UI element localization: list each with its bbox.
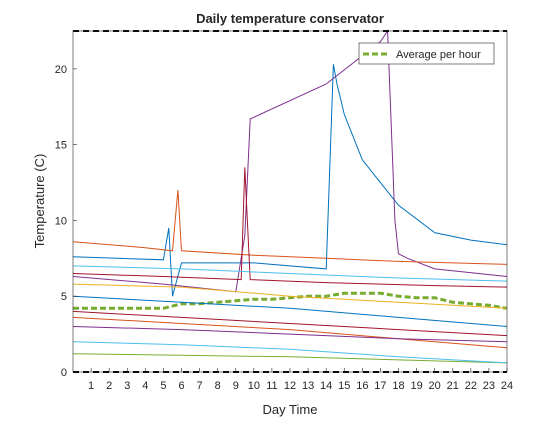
y-tick-label: 0 xyxy=(61,367,67,379)
y-tick-label: 10 xyxy=(55,215,67,227)
y-tick-label: 15 xyxy=(55,140,67,152)
x-tick-label: 15 xyxy=(338,380,350,392)
x-tick-label: 18 xyxy=(392,380,404,392)
series-line-11 xyxy=(72,326,508,343)
x-tick-label: 10 xyxy=(248,380,260,392)
y-tick-label: 20 xyxy=(55,64,67,76)
x-tick-label: 14 xyxy=(320,380,332,392)
x-tick-label: 3 xyxy=(124,380,130,392)
x-tick-label: 7 xyxy=(197,380,203,392)
x-tick-label: 20 xyxy=(429,380,441,392)
series-line-12 xyxy=(72,341,508,364)
x-tick-label: 23 xyxy=(483,380,495,392)
series-line-3 xyxy=(72,29,508,293)
x-axis: 1 2 3 4 5 6 7 8 9 10 11 12 13 14 15 16 17 18 19 20 21 22 23 24 xyxy=(88,368,513,392)
x-axis-label: Day Time xyxy=(263,402,318,417)
x-tick-label: 8 xyxy=(215,380,221,392)
y-axis-label: Temperature (C) xyxy=(32,154,47,249)
legend-label-average: Average per hour xyxy=(396,49,481,61)
x-tick-label: 13 xyxy=(302,380,314,392)
x-tick-label: 19 xyxy=(410,380,422,392)
x-tick-label: 5 xyxy=(160,380,166,392)
series-line-2 xyxy=(72,64,508,297)
x-tick-label: 12 xyxy=(284,380,296,392)
x-tick-label: 11 xyxy=(266,380,277,392)
series-line-8 xyxy=(72,295,508,327)
series-line-13 xyxy=(72,310,508,337)
x-tick-label: 4 xyxy=(142,380,148,392)
series-layer xyxy=(72,29,508,364)
x-tick-label: 21 xyxy=(447,380,459,392)
x-tick-label: 16 xyxy=(356,380,368,392)
series-line-7 xyxy=(72,265,508,282)
x-tick-label: 17 xyxy=(374,380,386,392)
x-tick-label: 1 xyxy=(88,380,94,392)
chart-title: Daily temperature conservator xyxy=(196,11,384,26)
series-line-9 xyxy=(72,316,508,349)
x-tick-label: 2 xyxy=(106,380,112,392)
series-line-6 xyxy=(72,283,508,309)
series-line-10 xyxy=(72,353,508,364)
series-line-4 xyxy=(72,190,508,265)
x-tick-label: 6 xyxy=(178,380,184,392)
y-tick-label: 5 xyxy=(61,291,67,303)
y-axis: 0 5 10 15 20 xyxy=(55,64,77,379)
legend: Average per hour xyxy=(358,42,495,65)
series-line-1 xyxy=(73,291,508,310)
legend-box xyxy=(358,42,495,65)
series-line-5 xyxy=(72,167,508,288)
x-tick-label: 22 xyxy=(465,380,477,392)
x-tick-label: 9 xyxy=(233,380,239,392)
x-tick-label: 24 xyxy=(501,380,513,392)
